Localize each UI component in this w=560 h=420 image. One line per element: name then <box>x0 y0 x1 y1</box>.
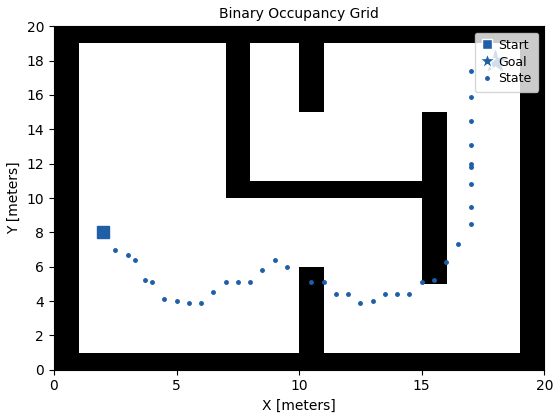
State <box>141 278 148 283</box>
Y-axis label: Y [meters]: Y [meters] <box>7 162 21 234</box>
State <box>357 300 364 305</box>
State <box>161 297 167 302</box>
State <box>247 280 254 285</box>
State <box>443 259 450 264</box>
State <box>198 300 204 305</box>
State <box>468 182 474 187</box>
X-axis label: X [meters]: X [meters] <box>262 399 336 413</box>
State <box>333 291 339 297</box>
State <box>394 291 400 297</box>
State <box>431 278 437 283</box>
State <box>345 291 352 297</box>
State <box>468 161 474 166</box>
State <box>283 264 290 269</box>
State <box>468 221 474 226</box>
State <box>468 118 474 123</box>
State <box>235 280 241 285</box>
State <box>320 280 327 285</box>
State <box>185 300 192 305</box>
State <box>132 257 138 262</box>
State <box>222 280 229 285</box>
State <box>468 94 474 99</box>
State <box>468 204 474 209</box>
State <box>418 280 425 285</box>
Title: Binary Occupancy Grid: Binary Occupancy Grid <box>219 7 379 21</box>
State <box>173 299 180 304</box>
Legend: Start, Goal, State: Start, Goal, State <box>475 32 538 92</box>
State <box>148 280 155 285</box>
State <box>210 290 217 295</box>
State <box>370 299 376 304</box>
State <box>468 165 474 170</box>
State <box>259 268 266 273</box>
State <box>124 252 131 257</box>
State <box>468 142 474 147</box>
Line: State: State <box>112 68 474 306</box>
State <box>468 68 474 74</box>
State <box>112 247 119 252</box>
State <box>455 242 462 247</box>
State <box>381 291 388 297</box>
State <box>308 280 315 285</box>
State <box>271 257 278 262</box>
State <box>406 291 413 297</box>
